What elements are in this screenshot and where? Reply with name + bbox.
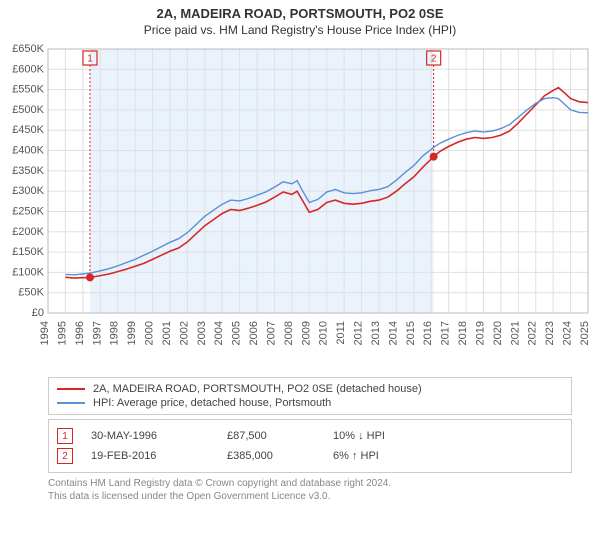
y-tick-label: £500K (12, 104, 44, 116)
event-table: 1 30-MAY-1996 £87,500 10% ↓ HPI 2 19-FEB-2016… (48, 419, 572, 473)
x-tick-label: 2016 (422, 321, 434, 345)
x-tick-label: 2022 (527, 321, 539, 345)
event-date: 30-MAY-1996 (91, 430, 221, 442)
x-tick-label: 2005 (231, 321, 243, 345)
x-tick-label: 2020 (492, 321, 504, 345)
x-tick-label: 2021 (509, 321, 521, 345)
x-tick-label: 2012 (353, 321, 365, 345)
y-tick-label: £400K (12, 145, 44, 157)
sale-marker-label: 2 (431, 54, 437, 65)
y-tick-label: £50K (18, 287, 44, 299)
legend-swatch (57, 388, 85, 390)
y-tick-label: £250K (12, 205, 44, 217)
legend-item: 2A, MADEIRA ROAD, PORTSMOUTH, PO2 0SE (d… (57, 382, 563, 396)
x-tick-label: 1994 (39, 321, 51, 345)
x-tick-label: 1996 (74, 321, 86, 345)
event-row: 2 19-FEB-2016 £385,000 6% ↑ HPI (57, 446, 563, 466)
x-tick-label: 2003 (196, 321, 208, 345)
legend-label: HPI: Average price, detached house, Port… (93, 397, 331, 409)
y-tick-label: £650K (12, 43, 44, 55)
event-badge: 1 (57, 428, 73, 444)
event-row: 1 30-MAY-1996 £87,500 10% ↓ HPI (57, 426, 563, 446)
x-tick-label: 2023 (544, 321, 556, 345)
footer-attribution: Contains HM Land Registry data © Crown c… (48, 477, 572, 503)
footer-line: Contains HM Land Registry data © Crown c… (48, 477, 572, 490)
price-chart: £0 £50K £100K £150K £200K £250K £300K £350K £400… (0, 41, 600, 371)
x-tick-label: 2000 (144, 321, 156, 345)
legend-swatch (57, 402, 85, 404)
x-tick-label: 1998 (109, 321, 121, 345)
x-tick-label: 2014 (387, 321, 399, 345)
y-tick-label: £150K (12, 246, 44, 258)
sale-point (86, 273, 94, 281)
event-price: £385,000 (227, 450, 327, 462)
y-tick-label: £200K (12, 226, 44, 238)
x-tick-label: 2004 (213, 321, 225, 345)
x-tick-label: 2007 (265, 321, 277, 345)
event-price: £87,500 (227, 430, 327, 442)
event-delta: 10% ↓ HPI (333, 430, 443, 442)
x-tick-label: 2008 (283, 321, 295, 345)
event-delta: 6% ↑ HPI (333, 450, 443, 462)
x-tick-label: 2024 (562, 321, 574, 345)
y-tick-label: £550K (12, 84, 44, 96)
x-tick-label: 2006 (248, 321, 260, 345)
legend: 2A, MADEIRA ROAD, PORTSMOUTH, PO2 0SE (d… (48, 377, 572, 415)
y-tick-label: £0 (32, 307, 44, 319)
x-tick-label: 1997 (91, 321, 103, 345)
chart-svg: £0 £50K £100K £150K £200K £250K £300K £350K £400… (0, 41, 600, 371)
page-subtitle: Price paid vs. HM Land Registry's House … (0, 21, 600, 41)
sale-point (430, 153, 438, 161)
x-tick-label: 2025 (579, 321, 591, 345)
x-tick-label: 2013 (370, 321, 382, 345)
legend-item: HPI: Average price, detached house, Port… (57, 396, 563, 410)
y-tick-label: £450K (12, 124, 44, 136)
x-tick-label: 1995 (56, 321, 68, 345)
event-badge: 2 (57, 448, 73, 464)
footer-line: This data is licensed under the Open Gov… (48, 490, 572, 503)
event-date: 19-FEB-2016 (91, 450, 221, 462)
page-title: 2A, MADEIRA ROAD, PORTSMOUTH, PO2 0SE (0, 0, 600, 21)
x-tick-label: 1999 (126, 321, 138, 345)
x-tick-label: 2002 (178, 321, 190, 345)
y-tick-label: £600K (12, 63, 44, 75)
x-tick-label: 2018 (457, 321, 469, 345)
x-tick-label: 2009 (300, 321, 312, 345)
y-tick-label: £300K (12, 185, 44, 197)
y-tick-label: £100K (12, 266, 44, 278)
sale-marker-label: 1 (87, 54, 93, 65)
x-tick-label: 2001 (161, 321, 173, 345)
x-tick-label: 2015 (405, 321, 417, 345)
x-tick-label: 2019 (474, 321, 486, 345)
legend-label: 2A, MADEIRA ROAD, PORTSMOUTH, PO2 0SE (d… (93, 383, 422, 395)
x-tick-label: 2010 (318, 321, 330, 345)
x-tick-label: 2011 (335, 321, 347, 345)
x-tick-label: 2017 (440, 321, 452, 345)
y-tick-label: £350K (12, 165, 44, 177)
